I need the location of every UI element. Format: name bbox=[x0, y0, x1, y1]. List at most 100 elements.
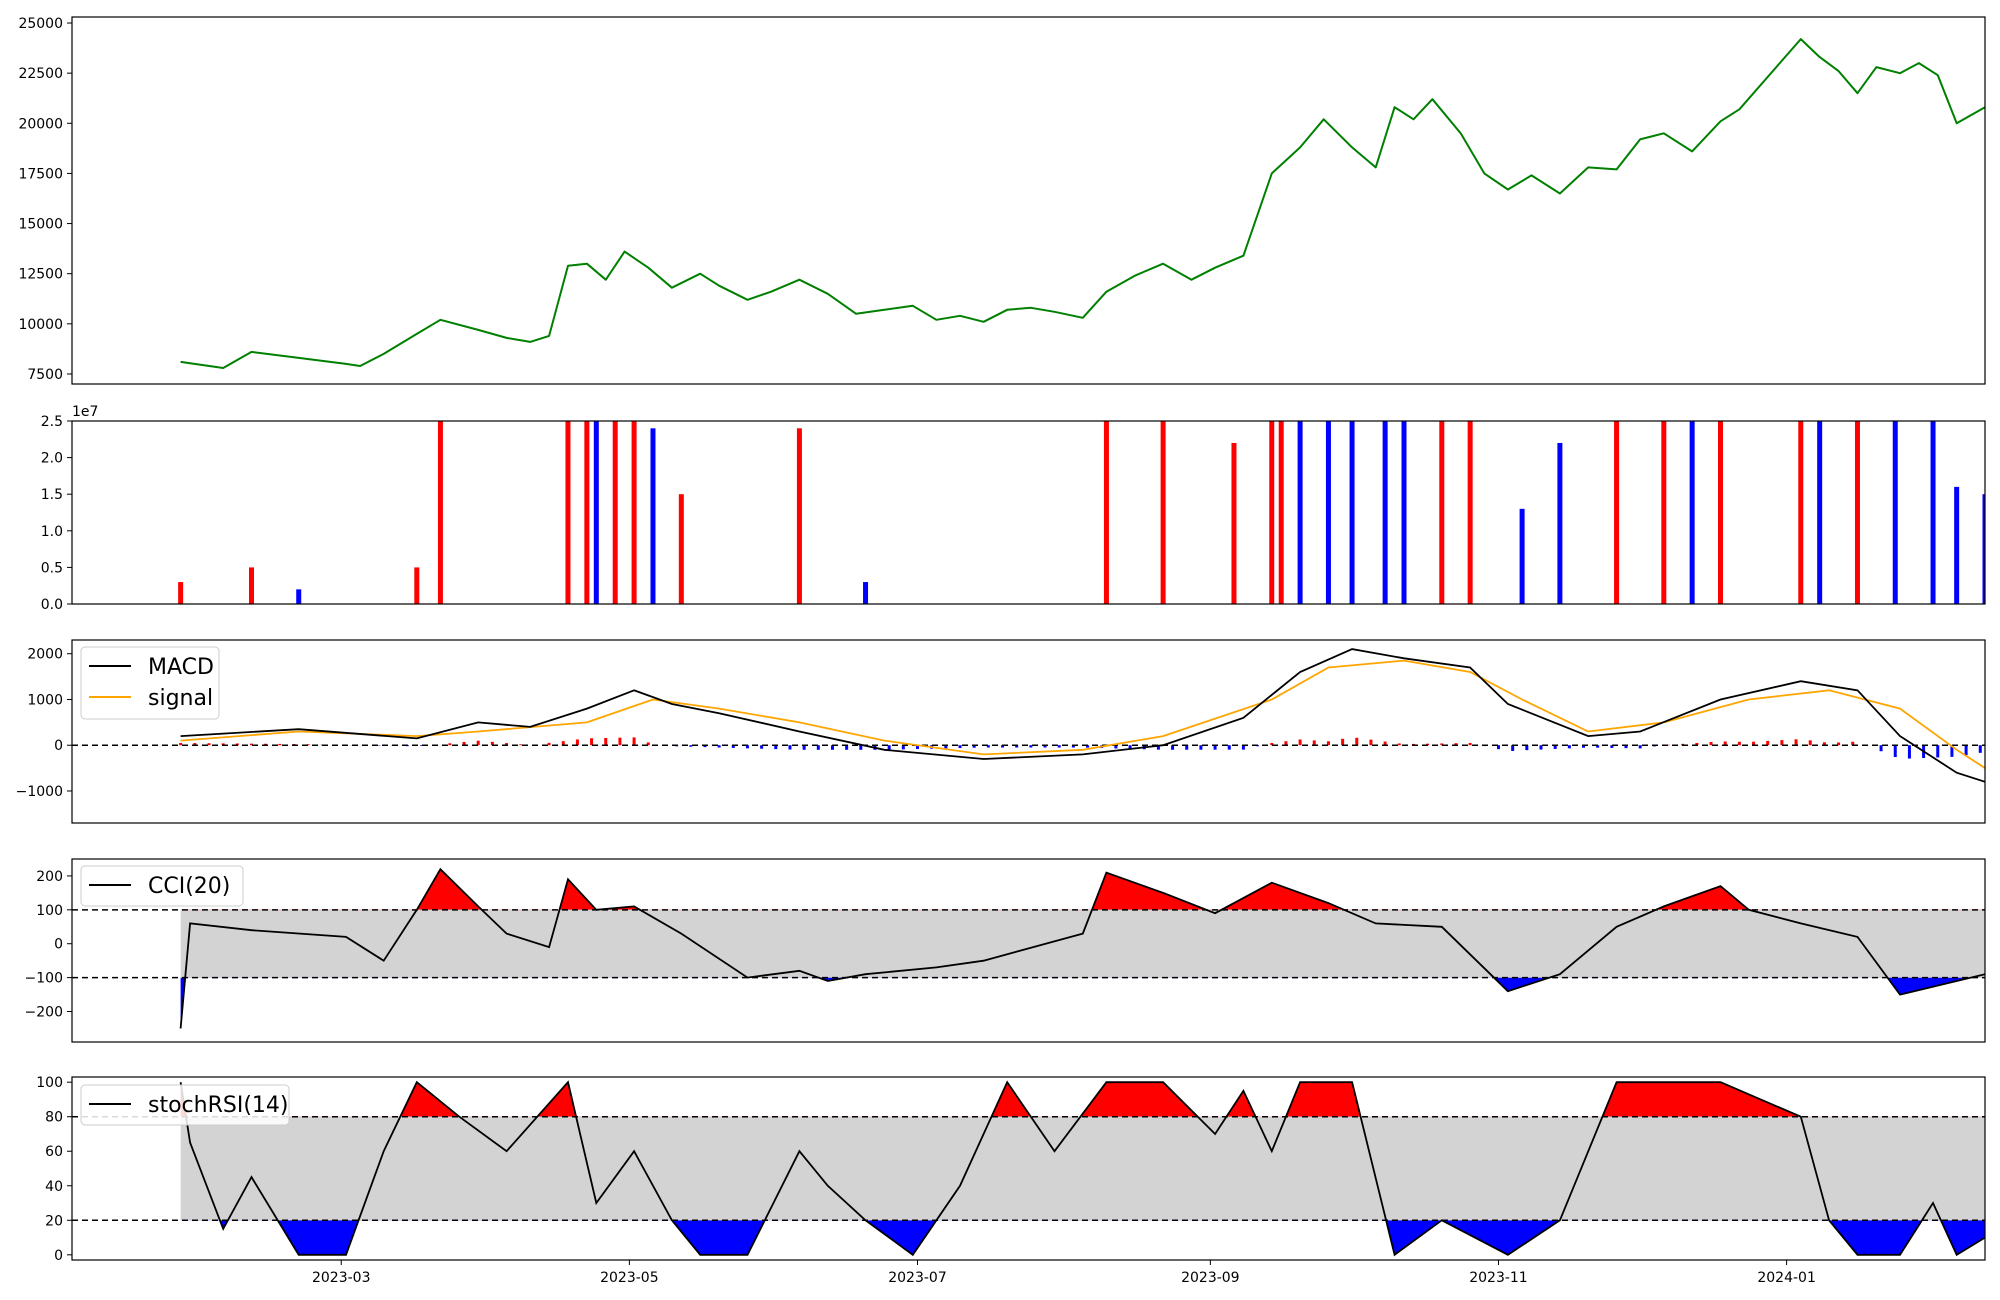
macd-histogram-bar bbox=[1936, 745, 1940, 758]
volume-bar bbox=[1467, 421, 1473, 604]
price-y-axis: 7500 10000 12500 15000 17500 20000 22500 25000 bbox=[18, 16, 72, 383]
macd-line bbox=[180, 648, 1985, 783]
macd-histogram-bar bbox=[1312, 740, 1316, 746]
volume-bar bbox=[1278, 421, 1284, 604]
cci-y-tick-label: 200 bbox=[36, 869, 63, 885]
macd-histogram-bar bbox=[1341, 738, 1345, 746]
stochrsi-legend-box bbox=[80, 1084, 290, 1126]
macd-histogram-bar bbox=[901, 745, 905, 750]
price-y-tick-label: 10000 bbox=[18, 317, 63, 333]
price-y-tick-label: 12500 bbox=[18, 267, 63, 283]
price-y-tick-label: 15000 bbox=[18, 217, 63, 233]
macd-histogram-bar bbox=[1426, 743, 1430, 746]
signal-legend-label: signal bbox=[148, 686, 213, 711]
cci-plot-area bbox=[72, 867, 1985, 1029]
macd-histogram-bar bbox=[1808, 740, 1812, 746]
stochrsi-overbought-fill bbox=[180, 1082, 1985, 1117]
macd-histogram-bar bbox=[859, 745, 863, 750]
macd-histogram-bar bbox=[519, 744, 523, 746]
macd-histogram-bar bbox=[1185, 745, 1189, 750]
price-line bbox=[180, 38, 1985, 369]
macd-histogram-bar bbox=[1114, 745, 1118, 749]
cci-line bbox=[179, 867, 1985, 1029]
macd-histogram-bar bbox=[1468, 742, 1472, 746]
volume-bar bbox=[1439, 421, 1445, 604]
macd-histogram-bar bbox=[845, 745, 849, 750]
macd-histogram-bar bbox=[1837, 742, 1841, 746]
macd-histogram-bar bbox=[1057, 745, 1061, 748]
macd-y-tick-label: −1000 bbox=[16, 784, 63, 800]
stochrsi-y-tick-label: 80 bbox=[45, 1110, 63, 1126]
macd-histogram-bar bbox=[1723, 741, 1727, 746]
volume-bar bbox=[1382, 421, 1388, 604]
macd-histogram-bar bbox=[1553, 745, 1557, 749]
macd-histogram-bar bbox=[1227, 745, 1231, 750]
macd-histogram-bar bbox=[1171, 745, 1175, 750]
stochrsi-plot-area bbox=[72, 1080, 1985, 1257]
macd-histogram-bar bbox=[1029, 745, 1033, 748]
volume-y-tick-label: 2.5 bbox=[41, 414, 63, 430]
macd-histogram-bar bbox=[618, 737, 622, 746]
macd-histogram-bar bbox=[505, 743, 509, 746]
macd-histogram-bar bbox=[1156, 745, 1160, 750]
macd-histogram-bar bbox=[717, 745, 721, 748]
macd-histogram-bar bbox=[448, 743, 452, 746]
price-y-tick-label: 25000 bbox=[18, 16, 63, 32]
volume-bar bbox=[1661, 421, 1667, 604]
cci-legend: CCI(20) bbox=[80, 865, 244, 907]
stochrsi-legend: stochRSI(14) bbox=[80, 1084, 290, 1126]
macd-histogram-bar bbox=[986, 745, 990, 748]
macd-histogram-bar bbox=[1043, 745, 1047, 748]
stochrsi-axes-frame bbox=[71, 1076, 1986, 1261]
volume-axes-frame bbox=[71, 420, 1986, 605]
stochrsi-legend-label: stochRSI(14) bbox=[148, 1093, 289, 1118]
macd-histogram-bar bbox=[972, 745, 976, 748]
macd-histogram-bar bbox=[1369, 739, 1373, 746]
volume-bar bbox=[1854, 421, 1860, 604]
cci-y-axis: −200 −100 0 100 200 bbox=[25, 869, 72, 1021]
volume-bar bbox=[796, 428, 802, 604]
price-y-tick-label: 17500 bbox=[18, 166, 63, 182]
x-tick-label: 2024-01 bbox=[1757, 1270, 1816, 1286]
macd-histogram-bar bbox=[1440, 743, 1444, 746]
macd-histogram-bar bbox=[745, 745, 749, 749]
stochrsi-y-tick-label: 0 bbox=[54, 1248, 63, 1264]
cci-axes-frame bbox=[71, 858, 1986, 1043]
cci-legend-label: CCI(20) bbox=[148, 874, 230, 899]
volume-y-tick-label: 2.0 bbox=[41, 451, 63, 467]
macd-histogram-bar bbox=[1355, 737, 1359, 746]
macd-y-axis: −1000 0 1000 2000 bbox=[16, 647, 72, 800]
cci-panel: −200 −100 0 100 200 CCI(20) bbox=[25, 858, 1986, 1043]
macd-histogram-bar bbox=[420, 745, 424, 746]
volume-bar bbox=[1401, 421, 1407, 604]
volume-bar bbox=[1325, 421, 1331, 604]
volume-offset-label: 1e7 bbox=[72, 404, 98, 420]
price-panel: 7500 10000 12500 15000 17500 20000 22500 25000 bbox=[18, 16, 1986, 385]
cci-y-tick-label: 100 bbox=[36, 903, 63, 919]
macd-histogram-bar bbox=[221, 743, 225, 746]
macd-histogram-bar bbox=[1709, 742, 1713, 746]
macd-histogram-bar bbox=[1001, 745, 1005, 748]
volume-bar bbox=[1892, 421, 1898, 604]
macd-histogram-bar bbox=[1270, 742, 1274, 746]
macd-histogram-bar bbox=[632, 737, 636, 746]
macd-histogram-bar bbox=[1596, 745, 1600, 748]
volume-bar bbox=[650, 428, 656, 604]
volume-y-axis: 0.0 0.5 1.0 1.5 2.0 2.5 bbox=[41, 414, 72, 613]
macd-histogram-bar bbox=[1794, 739, 1798, 746]
macd-histogram-bar bbox=[235, 743, 239, 746]
macd-histogram-bar bbox=[1638, 745, 1642, 749]
macd-histogram-bar bbox=[731, 745, 735, 748]
volume-bar bbox=[612, 421, 618, 604]
macd-histogram-bar bbox=[703, 745, 707, 748]
volume-bar bbox=[414, 567, 420, 604]
macd-histogram-bar bbox=[1525, 745, 1529, 751]
macd-histogram-bar bbox=[1015, 745, 1019, 748]
cci-neutral-band bbox=[180, 909, 1985, 978]
macd-histogram-bar bbox=[249, 743, 253, 746]
volume-y-tick-label: 1.5 bbox=[41, 487, 63, 503]
x-tick-label: 2023-05 bbox=[600, 1270, 659, 1286]
macd-histogram-bar bbox=[207, 743, 211, 746]
volume-bar bbox=[1798, 421, 1804, 604]
